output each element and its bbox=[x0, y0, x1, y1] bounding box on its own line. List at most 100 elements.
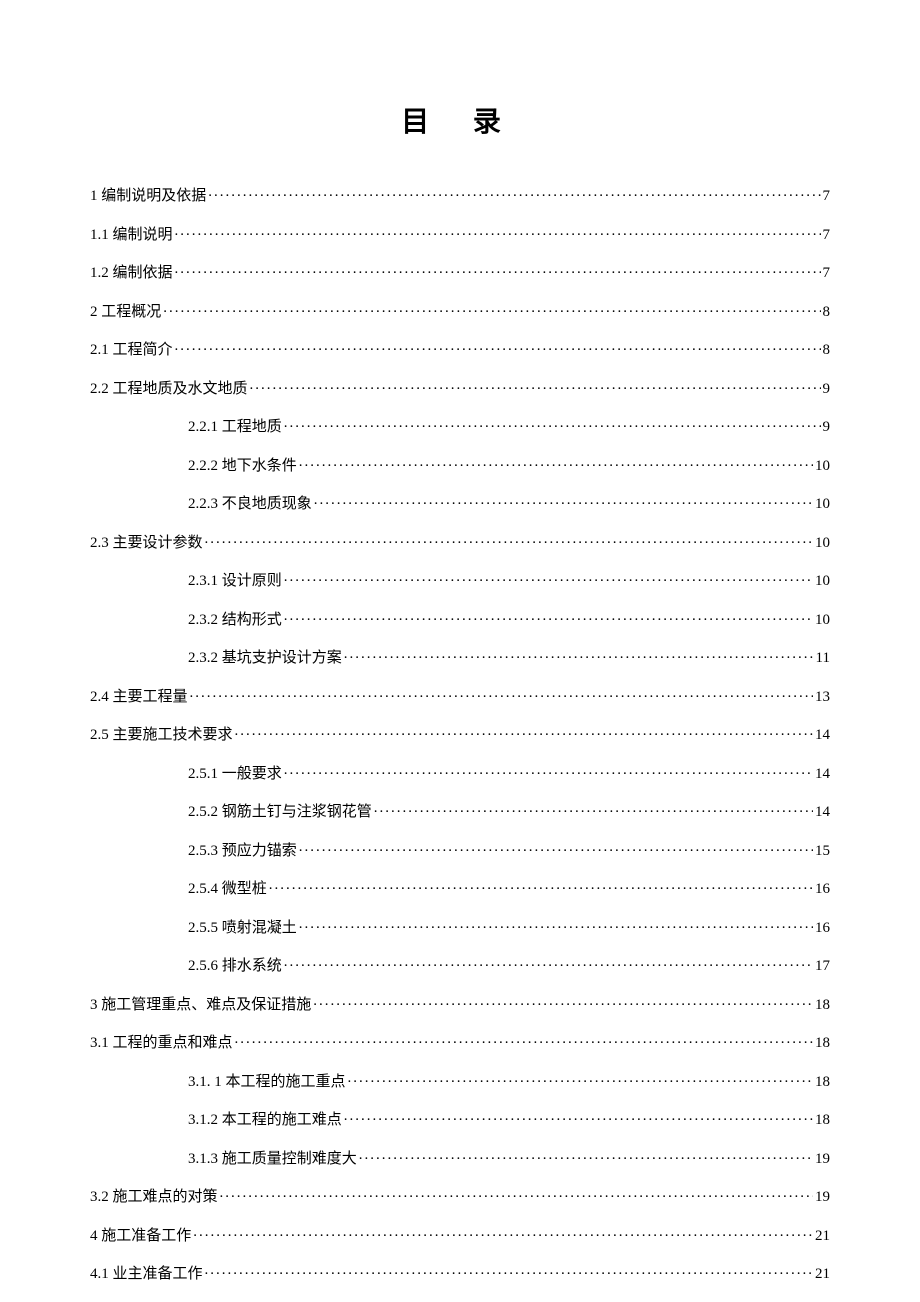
toc-entry-page: 8 bbox=[823, 305, 831, 320]
toc-entry-page: 14 bbox=[815, 805, 830, 820]
toc-entry-label: 3.1. 1 本工程的施工重点 bbox=[188, 1075, 346, 1090]
toc-leader-dots bbox=[205, 532, 813, 547]
toc-entry-label: 1.1 编制说明 bbox=[90, 228, 173, 243]
toc-entry-page: 9 bbox=[823, 382, 831, 397]
toc-entry[interactable]: 2.3.2 基坑支护设计方案11 bbox=[90, 647, 830, 666]
toc-entry[interactable]: 2.5.3 预应力锚索15 bbox=[90, 840, 830, 859]
toc-entry-label: 2.5.2 钢筋土钉与注浆钢花管 bbox=[188, 805, 372, 820]
toc-entry-label: 1.2 编制依据 bbox=[90, 266, 173, 281]
toc-entry[interactable]: 3.1.3 施工质量控制难度大 19 bbox=[90, 1148, 830, 1167]
toc-entry-label: 2.4 主要工程量 bbox=[90, 690, 188, 705]
toc-leader-dots bbox=[235, 724, 813, 739]
toc-entry-label: 3.1.2 本工程的施工难点 bbox=[188, 1113, 342, 1128]
toc-entry-page: 21 bbox=[815, 1267, 830, 1282]
toc-entry-label: 2.3.2 基坑支护设计方案 bbox=[188, 651, 342, 666]
toc-entry[interactable]: 1.1 编制说明7 bbox=[90, 224, 830, 243]
toc-entry-page: 19 bbox=[815, 1190, 830, 1205]
toc-leader-dots bbox=[284, 570, 813, 585]
toc-entry[interactable]: 1.2 编制依据 7 bbox=[90, 262, 830, 281]
toc-entry-label: 2.5.6 排水系统 bbox=[188, 959, 282, 974]
toc-leader-dots bbox=[175, 224, 821, 239]
toc-entry-label: 2.5 主要施工技术要求 bbox=[90, 728, 233, 743]
toc-entry[interactable]: 3.1 工程的重点和难点 18 bbox=[90, 1032, 830, 1051]
toc-entry[interactable]: 2.2.3 不良地质现象10 bbox=[90, 493, 830, 512]
toc-entry-label: 2.5.1 一般要求 bbox=[188, 767, 282, 782]
toc-entry[interactable]: 2 工程概况 8 bbox=[90, 301, 830, 320]
toc-entry-page: 10 bbox=[815, 459, 830, 474]
toc-entry[interactable]: 4 施工准备工作 21 bbox=[90, 1225, 830, 1244]
toc-leader-dots bbox=[220, 1186, 813, 1201]
toc-entry-label: 1 编制说明及依据 bbox=[90, 189, 206, 204]
toc-leader-dots bbox=[359, 1148, 813, 1163]
toc-entry-page: 10 bbox=[815, 574, 830, 589]
toc-entry-page: 18 bbox=[815, 1075, 830, 1090]
toc-entry-label: 3.1 工程的重点和难点 bbox=[90, 1036, 233, 1051]
toc-entry[interactable]: 2.4 主要工程量 13 bbox=[90, 686, 830, 705]
toc-entry[interactable]: 2.2.2 地下水条件 10 bbox=[90, 455, 830, 474]
toc-leader-dots bbox=[235, 1032, 813, 1047]
toc-entry-label: 4 施工准备工作 bbox=[90, 1229, 191, 1244]
toc-leader-dots bbox=[163, 301, 820, 316]
toc-entry[interactable]: 2.3.1 设计原则10 bbox=[90, 570, 830, 589]
toc-leader-dots bbox=[299, 917, 813, 932]
toc-leader-dots bbox=[193, 1225, 813, 1240]
toc-leader-dots bbox=[175, 262, 821, 277]
toc-entry[interactable]: 3.1.2 本工程的施工难点 18 bbox=[90, 1109, 830, 1128]
toc-entry-page: 8 bbox=[823, 343, 831, 358]
toc-leader-dots bbox=[299, 455, 813, 470]
toc-entry[interactable]: 2.2.1 工程地质 9 bbox=[90, 416, 830, 435]
toc-entry[interactable]: 2.1 工程简介 8 bbox=[90, 339, 830, 358]
toc-entry-page: 10 bbox=[815, 497, 830, 512]
toc-entry-label: 2.5.5 喷射混凝土 bbox=[188, 921, 297, 936]
toc-entry-page: 21 bbox=[815, 1229, 830, 1244]
toc-entry-label: 2.1 工程简介 bbox=[90, 343, 173, 358]
toc-leader-dots bbox=[190, 686, 813, 701]
toc-entry-label: 2.3.2 结构形式 bbox=[188, 613, 282, 628]
toc-entry[interactable]: 3 施工管理重点、难点及保证措施18 bbox=[90, 994, 830, 1013]
toc-entry[interactable]: 3.1. 1 本工程的施工重点 18 bbox=[90, 1071, 830, 1090]
toc-entry[interactable]: 2.5.4 微型桩 16 bbox=[90, 878, 830, 897]
toc-leader-dots bbox=[344, 1109, 813, 1124]
toc-entry-label: 3 施工管理重点、难点及保证措施 bbox=[90, 998, 311, 1013]
toc-leader-dots bbox=[205, 1263, 813, 1278]
toc-entry-label: 2 工程概况 bbox=[90, 305, 161, 320]
toc-entry[interactable]: 2.5.2 钢筋土钉与注浆钢花管 14 bbox=[90, 801, 830, 820]
toc-leader-dots bbox=[374, 801, 813, 816]
toc-leader-dots bbox=[175, 339, 821, 354]
toc-entry[interactable]: 3.2 施工难点的对策 19 bbox=[90, 1186, 830, 1205]
toc-entry-page: 10 bbox=[815, 536, 830, 551]
toc-leader-dots bbox=[269, 878, 813, 893]
toc-entry-page: 18 bbox=[815, 1113, 830, 1128]
toc-entry-label: 2.2.2 地下水条件 bbox=[188, 459, 297, 474]
toc-entry-page: 7 bbox=[823, 266, 831, 281]
toc-entry-page: 9 bbox=[823, 420, 831, 435]
toc-entry[interactable]: 2.5 主要施工技术要求 14 bbox=[90, 724, 830, 743]
toc-entry-page: 19 bbox=[815, 1152, 830, 1167]
toc-entry-label: 3.1.3 施工质量控制难度大 bbox=[188, 1152, 357, 1167]
toc-entry-page: 14 bbox=[815, 728, 830, 743]
toc-leader-dots bbox=[284, 609, 813, 624]
toc-entry[interactable]: 1 编制说明及依据7 bbox=[90, 185, 830, 204]
toc-entry-page: 16 bbox=[815, 921, 830, 936]
toc-entry[interactable]: 2.5.1 一般要求 14 bbox=[90, 763, 830, 782]
table-of-contents: 1 编制说明及依据71.1 编制说明71.2 编制依据72 工程概况82.1 工… bbox=[90, 185, 830, 1282]
toc-entry-label: 2.5.3 预应力锚索 bbox=[188, 844, 297, 859]
toc-entry[interactable]: 2.5.5 喷射混凝土 16 bbox=[90, 917, 830, 936]
toc-entry[interactable]: 2.3 主要设计参数10 bbox=[90, 532, 830, 551]
toc-entry-label: 2.5.4 微型桩 bbox=[188, 882, 267, 897]
toc-entry-page: 16 bbox=[815, 882, 830, 897]
toc-entry-label: 3.2 施工难点的对策 bbox=[90, 1190, 218, 1205]
toc-entry-page: 14 bbox=[815, 767, 830, 782]
page-title: 目 录 bbox=[90, 100, 830, 140]
toc-entry-label: 2.2.1 工程地质 bbox=[188, 420, 282, 435]
toc-entry[interactable]: 2.2 工程地质及水文地质9 bbox=[90, 378, 830, 397]
toc-entry[interactable]: 2.3.2 结构形式10 bbox=[90, 609, 830, 628]
toc-leader-dots bbox=[348, 1071, 813, 1086]
toc-entry-page: 18 bbox=[815, 1036, 830, 1051]
toc-leader-dots bbox=[250, 378, 821, 393]
toc-entry-page: 13 bbox=[815, 690, 830, 705]
toc-entry[interactable]: 2.5.6 排水系统17 bbox=[90, 955, 830, 974]
toc-leader-dots bbox=[314, 493, 813, 508]
toc-leader-dots bbox=[284, 763, 813, 778]
toc-entry[interactable]: 4.1 业主准备工作21 bbox=[90, 1263, 830, 1282]
